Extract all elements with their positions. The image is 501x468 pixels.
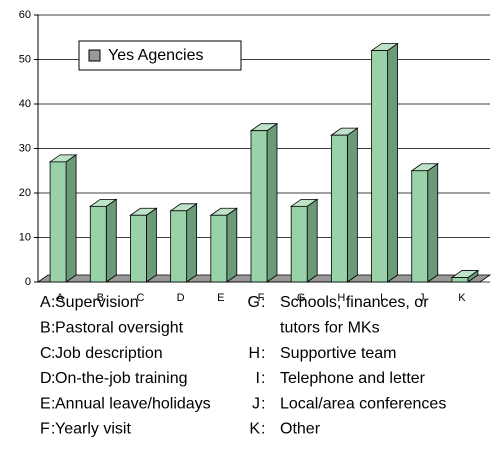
bar xyxy=(209,207,239,283)
bar-side xyxy=(105,198,117,283)
key-letter: C xyxy=(40,345,52,362)
y-tick-label: 60 xyxy=(19,9,31,21)
y-tick-label: 0 xyxy=(25,276,31,288)
key-description: Other xyxy=(280,421,321,438)
bar-front xyxy=(130,214,147,283)
bar-front xyxy=(49,161,67,283)
bar-front xyxy=(411,170,429,283)
key-colon: : xyxy=(261,345,265,362)
bar-front xyxy=(371,50,388,283)
x-tick-label: D xyxy=(177,292,185,304)
key-description: Job description xyxy=(55,345,163,362)
key-letter: I xyxy=(256,370,260,387)
bar-side xyxy=(65,154,77,283)
x-tick-label: F xyxy=(258,292,265,304)
bar xyxy=(450,269,480,283)
x-tick-label: E xyxy=(217,292,224,304)
key-description: Supportive team xyxy=(280,345,397,362)
key-colon: : xyxy=(51,395,55,412)
bar xyxy=(129,207,158,283)
bar-front xyxy=(250,130,268,283)
key-description: Telephone and letter xyxy=(280,370,426,387)
bar-side xyxy=(306,198,318,283)
x-tick-label: J xyxy=(419,292,425,304)
bar-side xyxy=(427,162,439,283)
key-description: Supervision xyxy=(55,294,139,311)
key-description: On-the-job training xyxy=(55,370,188,387)
x-tick-label: A xyxy=(56,292,64,304)
key-letter: E xyxy=(40,395,51,412)
bar-front xyxy=(451,277,469,283)
bar-front xyxy=(290,205,308,283)
key-letter: J xyxy=(252,395,260,412)
y-tick-label: 50 xyxy=(19,53,31,65)
bar xyxy=(410,162,439,283)
bar xyxy=(289,198,319,283)
bar-front xyxy=(330,134,348,283)
key-description: Local/area conferences xyxy=(280,395,446,412)
key-colon: : xyxy=(51,421,55,438)
key-description: Annual leave/holidays xyxy=(55,395,211,412)
legend-swatch xyxy=(88,49,101,62)
bar-front xyxy=(170,210,188,283)
x-tick-label: K xyxy=(458,292,466,304)
bar xyxy=(89,198,118,283)
x-tick-label: H xyxy=(337,292,345,304)
key-colon: : xyxy=(51,294,55,311)
bar-side xyxy=(346,127,358,283)
bar xyxy=(330,127,359,283)
key-colon: : xyxy=(261,370,265,387)
bar-front xyxy=(89,205,107,283)
x-tick-label: C xyxy=(136,292,144,304)
y-tick-label: 30 xyxy=(19,142,31,154)
key-letter: A xyxy=(40,294,51,311)
x-tick-label: B xyxy=(97,292,104,304)
key-colon: : xyxy=(51,320,55,337)
bar xyxy=(249,122,279,283)
legend-label: Yes Agencies xyxy=(108,47,203,64)
bar-side xyxy=(226,207,238,283)
key-colon: : xyxy=(51,345,55,362)
key-colon: : xyxy=(51,370,55,387)
bar xyxy=(370,42,399,283)
key-letter: H xyxy=(248,345,260,362)
key-description: Schools, finances, or xyxy=(280,294,429,311)
y-tick-label: 10 xyxy=(19,231,31,243)
key-letter: G xyxy=(248,294,260,311)
key-description: tutors for MKs xyxy=(280,320,380,337)
bar-side xyxy=(146,207,157,283)
key-colon: : xyxy=(261,421,265,438)
key-colon: : xyxy=(261,294,265,311)
bar-front xyxy=(210,214,228,283)
bar-side xyxy=(387,42,398,283)
bar-side xyxy=(186,203,198,283)
key-description: Yearly visit xyxy=(55,421,131,438)
y-tick-label: 40 xyxy=(19,98,31,110)
key-letter: B xyxy=(40,320,51,337)
x-tick-label: I xyxy=(380,292,383,304)
x-tick-label: G xyxy=(297,292,306,304)
legend-box xyxy=(78,40,242,71)
key-letter: D xyxy=(40,370,52,387)
y-tick-label: 20 xyxy=(19,187,31,199)
bar xyxy=(169,203,198,283)
key-colon: : xyxy=(261,395,265,412)
key-letter: F xyxy=(40,421,50,438)
bar-side xyxy=(266,122,278,283)
key-letter: K xyxy=(249,421,260,438)
bar xyxy=(48,154,78,283)
key-description: Pastoral oversight xyxy=(55,320,184,337)
